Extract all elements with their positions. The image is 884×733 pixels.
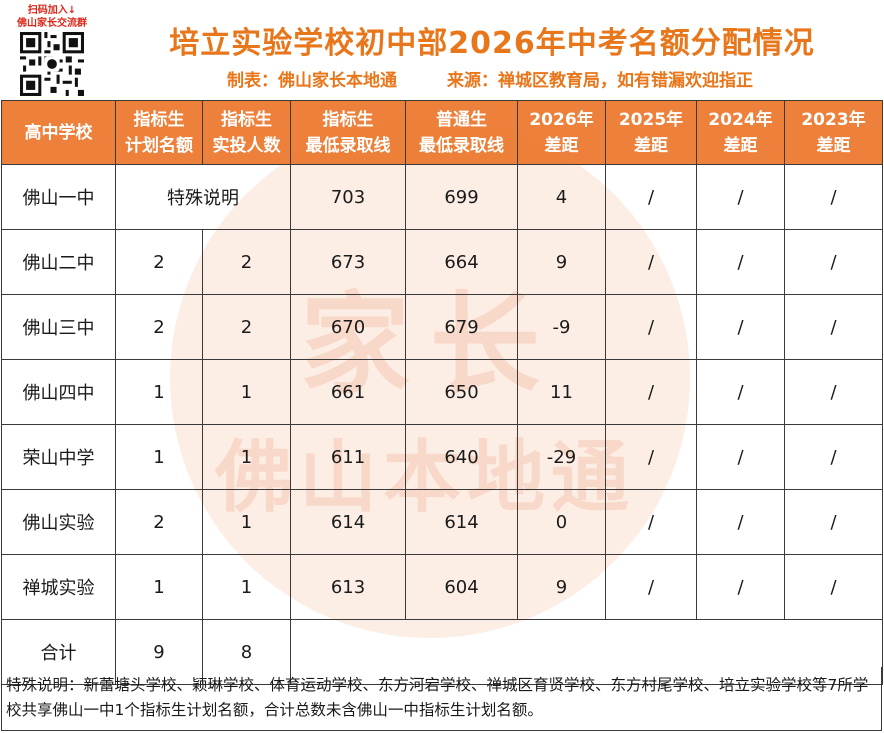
cell-school: 佛山一中 [1, 164, 116, 230]
cell-plan: 2 [115, 229, 203, 295]
header-quota-min: 指标生 最低录取线 [290, 100, 406, 165]
qr-caption-line1: 扫码加入↓ [27, 5, 77, 16]
qr-code-block[interactable]: 扫码加入↓ 佛山家长交流群 [12, 4, 92, 98]
cell-plan: 1 [115, 424, 203, 490]
cell-gap-2025: / [605, 554, 697, 620]
cell-quota-min: 703 [290, 164, 406, 230]
cell-gap-2025: / [605, 359, 697, 425]
table-row: 禅城实验 1 1 613 604 9 / / / [1, 554, 883, 620]
cell-school: 荣山中学 [1, 424, 116, 490]
cell-gap-2026: 0 [517, 489, 606, 555]
cell-actual: 1 [202, 489, 291, 555]
cell-general-min: 664 [405, 229, 518, 295]
cell-gap-2023: / [784, 554, 883, 620]
cell-gap-2024: / [696, 489, 785, 555]
cell-gap-2023: / [784, 359, 883, 425]
table-row: 佛山四中 1 1 661 650 11 / / / [1, 359, 883, 425]
cell-general-min: 614 [405, 489, 518, 555]
cell-gap-2025: / [605, 164, 697, 230]
cell-gap-2024: / [696, 424, 785, 490]
header-gap-2025: 2025年 差距 [605, 100, 697, 165]
cell-quota-min: 670 [290, 294, 406, 360]
cell-gap-2025: / [605, 424, 697, 490]
cell-quota-min: 611 [290, 424, 406, 490]
header-gap-2026: 2026年 差距 [517, 100, 606, 165]
cell-general-min: 699 [405, 164, 518, 230]
cell-general-min: 679 [405, 294, 518, 360]
cell-quota-min: 614 [290, 489, 406, 555]
cell-gap-2025: / [605, 294, 697, 360]
header-gap-2024: 2024年 差距 [696, 100, 785, 165]
cell-gap-2023: / [784, 294, 883, 360]
cell-special-note: 特殊说明 [115, 164, 291, 230]
cell-actual: 1 [202, 424, 291, 490]
header-actual: 指标生 实投人数 [202, 100, 291, 165]
cell-gap-2024: / [696, 359, 785, 425]
table-row: 佛山二中 2 2 673 664 9 / / / [1, 229, 883, 295]
table-row: 佛山一中 特殊说明 703 699 4 / / / [1, 164, 883, 230]
cell-gap-2026: 9 [517, 554, 606, 620]
subtitle: 制表：佛山家长本地通 来源：禅城区教育局，如有错漏欢迎指正 [130, 66, 850, 91]
cell-plan: 2 [115, 294, 203, 360]
table-header-row: 高中学校 指标生 计划名额 指标生 实投人数 指标生 最低录取线 普通生 最低录取线 2… [1, 100, 883, 165]
cell-school: 佛山实验 [1, 489, 116, 555]
cell-gap-2026: 9 [517, 229, 606, 295]
cell-total-label: 合计 [1, 619, 116, 685]
header-gap-2023: 2023年 差距 [784, 100, 883, 165]
cell-gap-2024: / [696, 229, 785, 295]
cell-gap-2024: / [696, 554, 785, 620]
header-general-min: 普通生 最低录取线 [405, 100, 518, 165]
cell-actual: 1 [202, 359, 291, 425]
table-row: 佛山实验 2 1 614 614 0 / / / [1, 489, 883, 555]
source-label: 来源：禅城区教育局，如有错漏欢迎指正 [446, 71, 753, 91]
cell-total-blank [290, 619, 883, 685]
cell-gap-2026: -9 [517, 294, 606, 360]
qr-caption-line2: 佛山家长交流群 [17, 18, 87, 29]
maker-label: 制表：佛山家长本地通 [227, 71, 398, 91]
page-title: 培立实验学校初中部2026年中考名额分配情况 [169, 26, 815, 61]
cell-actual: 1 [202, 554, 291, 620]
cell-gap-2024: / [696, 294, 785, 360]
cell-actual: 2 [202, 229, 291, 295]
cell-school: 禅城实验 [1, 554, 116, 620]
cell-quota-min: 661 [290, 359, 406, 425]
cell-quota-min: 613 [290, 554, 406, 620]
cell-general-min: 650 [405, 359, 518, 425]
table-total-row: 合计 9 8 [1, 619, 883, 685]
cell-plan: 2 [115, 489, 203, 555]
qr-code-icon [20, 32, 84, 96]
footer-note: 特殊说明：新蕾塘头学校、颖琳学校、体育运动学校、东方河宕学校、禅城区育贤学校、东… [1, 667, 882, 731]
cell-gap-2023: / [784, 489, 883, 555]
cell-quota-min: 673 [290, 229, 406, 295]
table-row: 佛山三中 2 2 670 679 -9 / / / [1, 294, 883, 360]
cell-general-min: 640 [405, 424, 518, 490]
cell-gap-2026: 4 [517, 164, 606, 230]
cell-plan: 1 [115, 554, 203, 620]
table-row: 荣山中学 1 1 611 640 -29 / / / [1, 424, 883, 490]
cell-gap-2025: / [605, 489, 697, 555]
cell-school: 佛山四中 [1, 359, 116, 425]
cell-school: 佛山二中 [1, 229, 116, 295]
header-school: 高中学校 [1, 100, 116, 165]
quota-table: 高中学校 指标生 计划名额 指标生 实投人数 指标生 最低录取线 普通生 最低录取线 2… [1, 100, 883, 685]
cell-gap-2023: / [784, 424, 883, 490]
cell-actual: 2 [202, 294, 291, 360]
cell-plan: 1 [115, 359, 203, 425]
cell-gap-2025: / [605, 229, 697, 295]
cell-gap-2026: -29 [517, 424, 606, 490]
cell-gap-2024: / [696, 164, 785, 230]
cell-school: 佛山三中 [1, 294, 116, 360]
header-plan: 指标生 计划名额 [115, 100, 203, 165]
cell-total-plan: 9 [115, 619, 203, 685]
cell-general-min: 604 [405, 554, 518, 620]
cell-gap-2023: / [784, 229, 883, 295]
cell-gap-2023: / [784, 164, 883, 230]
header: 扫码加入↓ 佛山家长交流群 培立实验学校初中部2026年中考名额分配情况 制表： [0, 0, 884, 100]
cell-gap-2026: 11 [517, 359, 606, 425]
cell-total-actual: 8 [202, 619, 291, 685]
